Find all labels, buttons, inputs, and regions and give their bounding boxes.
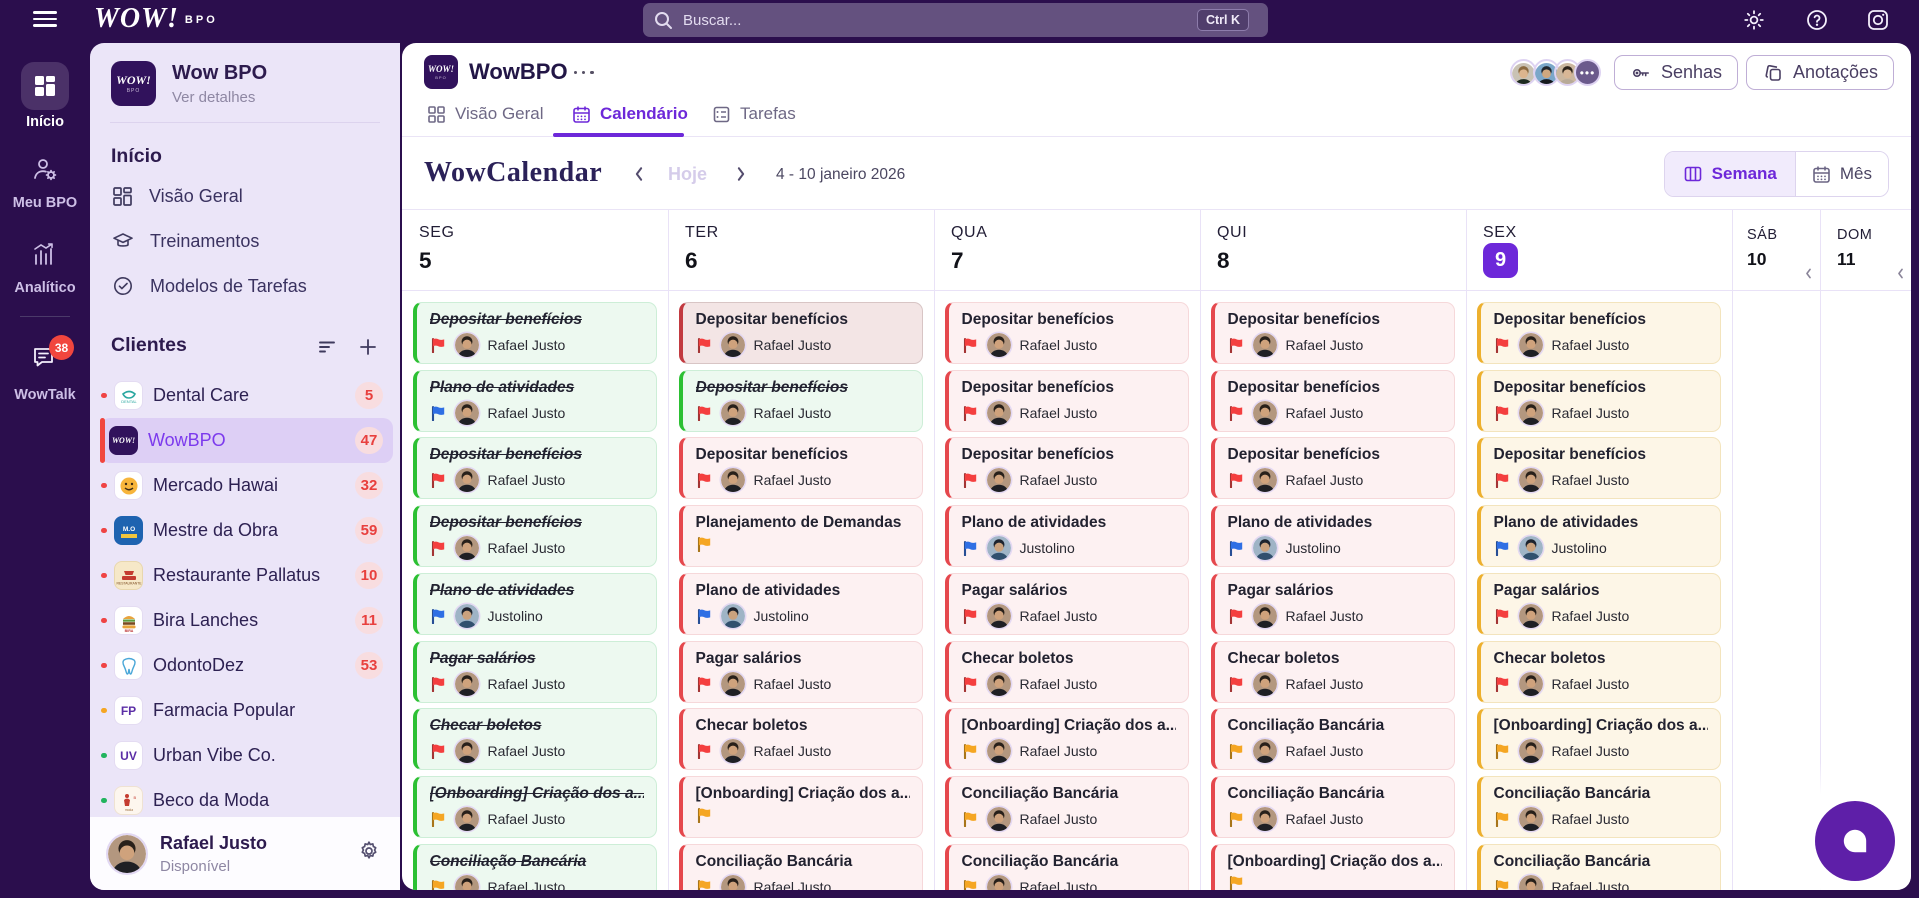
svg-text:M.O: M.O xyxy=(122,526,134,533)
svg-text:B: B xyxy=(133,795,136,800)
svg-text:BIRA: BIRA xyxy=(124,629,133,633)
svg-text:DENTAL: DENTAL xyxy=(121,399,137,404)
svg-text:RESTAURANTE: RESTAURANTE xyxy=(116,581,142,585)
svg-text:moda: moda xyxy=(125,808,133,812)
